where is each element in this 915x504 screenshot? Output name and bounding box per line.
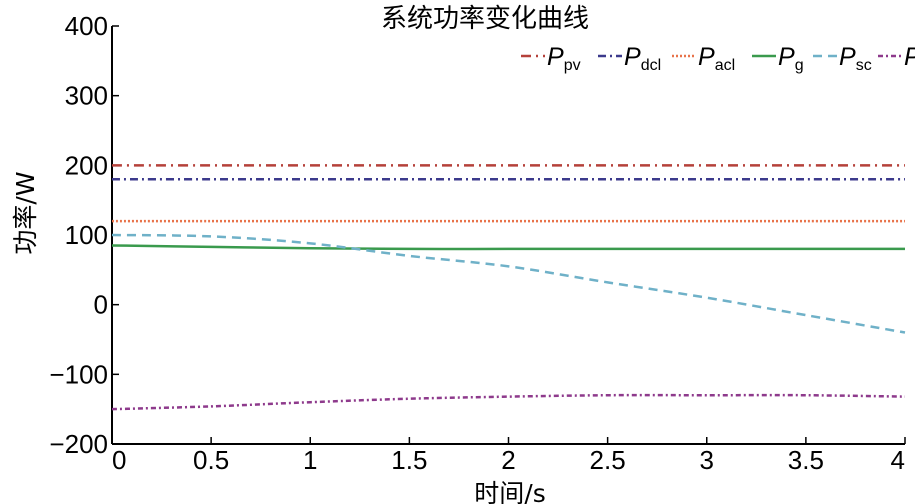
- legend-label-subscript: acl: [715, 57, 735, 74]
- plot-area: [111, 26, 905, 445]
- y-tick-label: −200: [49, 429, 108, 459]
- legend-label-subscript: sc: [856, 57, 872, 74]
- y-tick-label: 300: [65, 81, 108, 111]
- series-layer: [111, 164, 906, 411]
- legend-label-main: P: [698, 43, 715, 71]
- legend: PpvPdclPaclPgPscPb: [521, 43, 915, 74]
- legend-label-main: P: [547, 43, 564, 71]
- y-tick-label: 400: [65, 11, 108, 41]
- x-tick-label: 2.5: [590, 445, 626, 475]
- legend-label-main: P: [624, 43, 641, 71]
- legend-label-main: P: [839, 43, 856, 71]
- x-tick-label: 3: [700, 445, 714, 475]
- legend-label-pv: Ppv: [547, 43, 581, 74]
- x-tick-label: 0: [112, 445, 126, 475]
- legend-label-acl: Pacl: [698, 43, 735, 74]
- x-tick-label: 4: [891, 445, 905, 475]
- legend-label-subscript: dcl: [641, 57, 661, 74]
- y-tick-label: −100: [49, 359, 108, 389]
- x-axis-label: 时间/s: [474, 479, 545, 504]
- legend-label-main: P: [778, 43, 795, 71]
- y-tick-label: 0: [94, 290, 108, 320]
- legend-label-b: Pb: [904, 43, 915, 74]
- y-tick-label: 200: [65, 150, 108, 180]
- legend-label-g: Pg: [778, 43, 804, 74]
- x-tick-label: 0.5: [193, 445, 229, 475]
- x-tick-label: 3.5: [788, 445, 824, 475]
- series-line-b: [111, 393, 906, 411]
- chart-title: 系统功率变化曲线: [381, 4, 589, 34]
- legend-label-dcl: Pdcl: [624, 43, 661, 74]
- legend-label-main: P: [904, 43, 915, 71]
- legend-label-sc: Psc: [839, 43, 872, 74]
- legend-label-subscript: pv: [564, 57, 581, 74]
- legend-label-subscript: g: [795, 57, 804, 74]
- series-line-g: [111, 244, 905, 251]
- y-axis-label: 功率/W: [11, 171, 40, 254]
- x-tick-label: 1.5: [391, 445, 427, 475]
- x-tick-label: 1: [303, 445, 317, 475]
- series-line-sc: [111, 233, 906, 334]
- x-axis: 0 0.5 1 1.5 2 2.5 3 3.5 4: [111, 437, 906, 475]
- x-tick-label: 2: [501, 445, 515, 475]
- y-tick-label: 100: [65, 220, 108, 250]
- y-axis: −200 −100 0 100 200 300 400: [49, 11, 119, 459]
